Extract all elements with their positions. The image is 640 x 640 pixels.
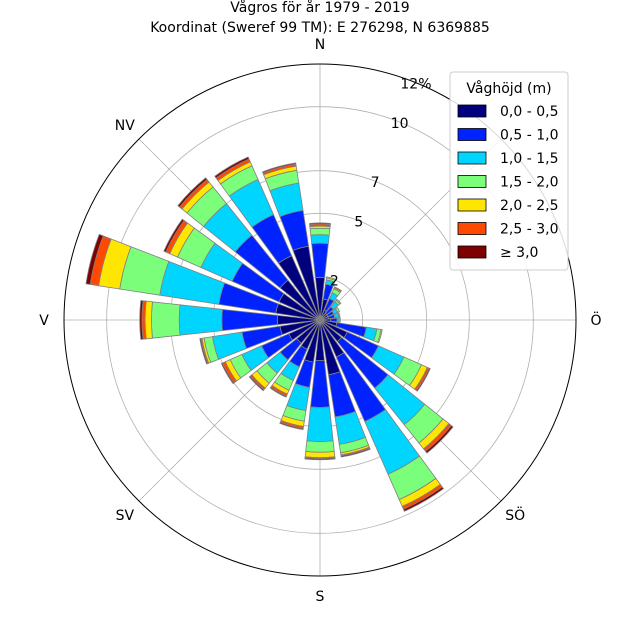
radial-tick-label-0: 2 bbox=[330, 274, 339, 290]
legend: Våghöjd (m) 0,0 - 0,5 0,5 - 1,0 1,0 - 1,5 1,… bbox=[449, 71, 569, 271]
bar-285-bin-6 bbox=[85, 233, 104, 285]
bar-180-bin-4 bbox=[304, 451, 336, 458]
legend-swatch-5 bbox=[457, 222, 487, 235]
bar-90-bin-1 bbox=[330, 317, 338, 323]
direction-label-V: V bbox=[39, 313, 49, 329]
bar-180-bin-3 bbox=[305, 440, 335, 453]
direction-label-SV: SV bbox=[116, 508, 135, 524]
legend-swatch-2 bbox=[457, 151, 487, 165]
bar-270-bin-3 bbox=[151, 301, 181, 339]
chart-subtitle: Koordinat (Sweref 99 TM): E 276298, N 63… bbox=[150, 20, 490, 36]
bar-105-bin-4 bbox=[377, 329, 383, 344]
bar-300-bin-6 bbox=[163, 218, 185, 253]
bar-270-bin-6 bbox=[139, 300, 144, 340]
legend-label-1: 0,5 - 1,0 bbox=[500, 128, 558, 144]
legend-swatch-3 bbox=[457, 175, 487, 188]
bar-60-bin-3 bbox=[334, 306, 341, 313]
legend-label-6: ≥ 3,0 bbox=[500, 245, 538, 261]
direction-label-N: N bbox=[315, 37, 325, 53]
bar-165-bin-6 bbox=[340, 447, 371, 458]
bar-180-bin-2 bbox=[306, 406, 334, 443]
legend-swatch-1 bbox=[457, 128, 487, 141]
bar-315-bin-6 bbox=[177, 177, 208, 208]
bar-30-bin-5 bbox=[333, 286, 342, 293]
direction-label-SÖ: SÖ bbox=[505, 506, 525, 524]
legend-swatch-6 bbox=[457, 245, 487, 259]
direction-label-Ö: Ö bbox=[590, 311, 601, 329]
bar-0-bin-6 bbox=[309, 222, 331, 226]
bar-45-bin-4 bbox=[335, 298, 342, 305]
bar-75-bin-3 bbox=[337, 312, 341, 318]
direction-labels: N Ö SÖ S SV V NV bbox=[39, 37, 601, 605]
bar-0-bin-3 bbox=[309, 227, 331, 236]
direction-label-NV: NV bbox=[115, 118, 135, 134]
direction-label-S: S bbox=[316, 589, 325, 605]
bar-270-bin-2 bbox=[178, 304, 223, 336]
radial-tick-label-3: 10 bbox=[391, 116, 409, 132]
radial-tick-label-2: 7 bbox=[371, 175, 380, 191]
bar-225-bin-6 bbox=[248, 375, 265, 392]
bar-195-bin-6 bbox=[279, 421, 304, 431]
legend-swatch-0 bbox=[457, 104, 487, 118]
bar-150-bin-6 bbox=[402, 486, 445, 512]
legend-swatch-4 bbox=[457, 198, 487, 212]
bar-330-bin-6 bbox=[214, 156, 250, 179]
bar-135-bin-6 bbox=[425, 425, 454, 454]
bar-240-bin-6 bbox=[220, 362, 235, 385]
legend-label-5: 2,5 - 3,0 bbox=[500, 222, 558, 238]
rose-bars bbox=[63, 63, 577, 577]
bar-180-bin-6 bbox=[304, 457, 336, 461]
bar-270-bin-4 bbox=[144, 300, 153, 340]
legend-label-4: 2,0 - 2,5 bbox=[500, 198, 558, 214]
legend-label-2: 1,0 - 1,5 bbox=[500, 151, 558, 167]
legend-title: Våghöjd (m) bbox=[466, 80, 551, 97]
legend-label-0: 0,0 - 0,5 bbox=[500, 104, 558, 120]
bar-345-bin-6 bbox=[262, 162, 297, 174]
legend-box bbox=[449, 71, 569, 271]
bar-120-bin-6 bbox=[415, 367, 431, 392]
bar-90-bin-3 bbox=[338, 317, 341, 323]
radial-tick-label-4: 12% bbox=[400, 76, 431, 92]
legend-label-3: 1,5 - 2,0 bbox=[500, 175, 558, 191]
outer-circle bbox=[63, 63, 577, 577]
bar-210-bin-6 bbox=[269, 386, 287, 398]
radial-tick-label-1: 5 bbox=[354, 214, 363, 230]
chart-title: Vågros för år 1979 - 2019 bbox=[230, 0, 410, 16]
radial-tick-labels: 2 5 7 10 12% bbox=[330, 76, 432, 289]
bar-15-bin-4 bbox=[326, 276, 337, 281]
bar-255-bin-6 bbox=[199, 337, 209, 365]
bar-0-bin-2 bbox=[310, 234, 330, 245]
